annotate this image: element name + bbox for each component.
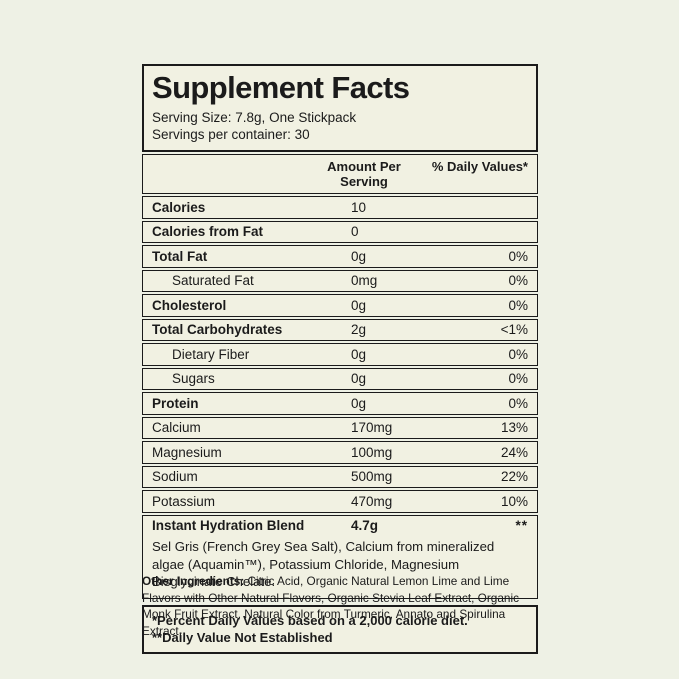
nutrient-amount: 0mg <box>351 273 378 289</box>
nutrient-name: Calories <box>152 199 206 215</box>
nutrient-name: Saturated Fat <box>172 273 254 289</box>
nutrient-dv: <1% <box>500 322 528 338</box>
nutrient-dv: 13% <box>500 420 528 436</box>
nutrient-name: Protein <box>152 395 199 411</box>
table-row-calories-from-fat: Calories from Fat 0 <box>142 220 538 244</box>
footnote-not-established: **Daily Value Not Established <box>152 629 333 645</box>
nutrient-name: Dietary Fiber <box>172 346 250 362</box>
table-row-sugars: Sugars 0g 0% <box>142 367 538 391</box>
nutrient-amount: 10 <box>351 199 367 215</box>
table-row-saturated-fat: Saturated Fat 0mg 0% <box>142 269 538 293</box>
amount-per-serving-header: Amount Per Serving <box>327 159 401 190</box>
table-row-total-carbohydrates: Total Carbohydrates 2g <1% <box>142 318 538 342</box>
nutrient-amount: 0g <box>351 371 367 387</box>
nutrient-dv: 0% <box>508 371 528 387</box>
nutrient-name: Total Carbohydrates <box>152 322 283 338</box>
nutrient-amount: 0g <box>351 346 367 362</box>
nutrient-dv: 0% <box>508 297 528 313</box>
table-row-sodium: Sodium 500mg 22% <box>142 465 538 489</box>
nutrient-amount: 100mg <box>351 444 393 460</box>
nutrient-name: Instant Hydration Blend <box>152 518 305 534</box>
table-row-potassium: Potassium 470mg 10% <box>142 490 538 513</box>
daily-values-header: % Daily Values* <box>431 159 528 175</box>
footnote-box: *Percent Daily Values based on a 2,000 c… <box>142 604 538 655</box>
serving-size-line: Serving Size: 7.8g, One Stickpack <box>152 109 357 125</box>
supplement-facts-panel: Supplement Facts Serving Size: 7.8g, One… <box>142 64 538 656</box>
table-row-calories: Calories 10 <box>142 196 538 219</box>
footnote-daily-values: *Percent Daily Values based on a 2,000 c… <box>152 612 468 628</box>
nutrient-amount: 0g <box>351 297 367 313</box>
nutrient-name: Calories from Fat <box>152 224 264 240</box>
nutrient-name: Magnesium <box>152 444 222 460</box>
nutrient-name: Cholesterol <box>152 297 227 313</box>
nutrient-dv: 0% <box>508 273 528 289</box>
nutrient-dv: 10% <box>500 493 528 509</box>
nutrient-amount: 0g <box>351 395 367 411</box>
table-row-calcium: Calcium 170mg 13% <box>142 416 538 440</box>
blend-ingredients-text: Sel Gris (French Grey Sea Salt), Calcium… <box>152 539 495 590</box>
nutrient-dv: 22% <box>500 469 528 485</box>
panel-title: Supplement Facts <box>152 70 410 105</box>
table-row-protein: Protein 0g 0% <box>142 392 538 415</box>
other-ingredients-section: Other Ingredients: Citric Acid, Organic … <box>142 573 542 639</box>
nutrient-amount: 2g <box>351 322 367 338</box>
table-row-instant-hydration-blend: Instant Hydration Blend 4.7g ** Sel Gris… <box>142 514 538 599</box>
nutrient-amount: 500mg <box>351 469 393 485</box>
nutrient-dv: 0% <box>508 346 528 362</box>
nutrient-dv: ** <box>515 518 528 534</box>
nutrient-amount: 4.7g <box>351 518 379 534</box>
blend-header-row: Instant Hydration Blend 4.7g ** <box>143 516 537 537</box>
nutrient-name: Total Fat <box>152 248 208 264</box>
table-row-cholesterol: Cholesterol 0g 0% <box>142 294 538 317</box>
nutrient-amount: 0g <box>351 248 367 264</box>
nutrient-dv: 24% <box>500 444 528 460</box>
nutrient-dv: 0% <box>508 395 528 411</box>
nutrient-amount: 470mg <box>351 493 393 509</box>
other-ingredients-text: Citric Acid, Organic Natural Lemon Lime … <box>142 574 519 638</box>
nutrient-dv: 0% <box>508 248 528 264</box>
nutrient-name: Potassium <box>152 493 216 509</box>
nutrient-name: Calcium <box>152 420 201 436</box>
servings-per-container-line: Servings per container: 30 <box>152 126 310 142</box>
other-ingredients-label: Other Ingredients: <box>142 574 245 588</box>
nutrient-name: Sodium <box>152 469 198 485</box>
panel-header: Supplement Facts Serving Size: 7.8g, One… <box>142 64 538 153</box>
table-row-dietary-fiber: Dietary Fiber 0g 0% <box>142 343 538 366</box>
nutrient-amount: 0 <box>351 224 359 240</box>
column-header-row: Amount Per Serving % Daily Values* <box>142 154 538 195</box>
nutrient-name: Sugars <box>172 371 215 387</box>
table-row-magnesium: Magnesium 100mg 24% <box>142 441 538 464</box>
nutrient-amount: 170mg <box>351 420 393 436</box>
table-row-total-fat: Total Fat 0g 0% <box>142 245 538 268</box>
